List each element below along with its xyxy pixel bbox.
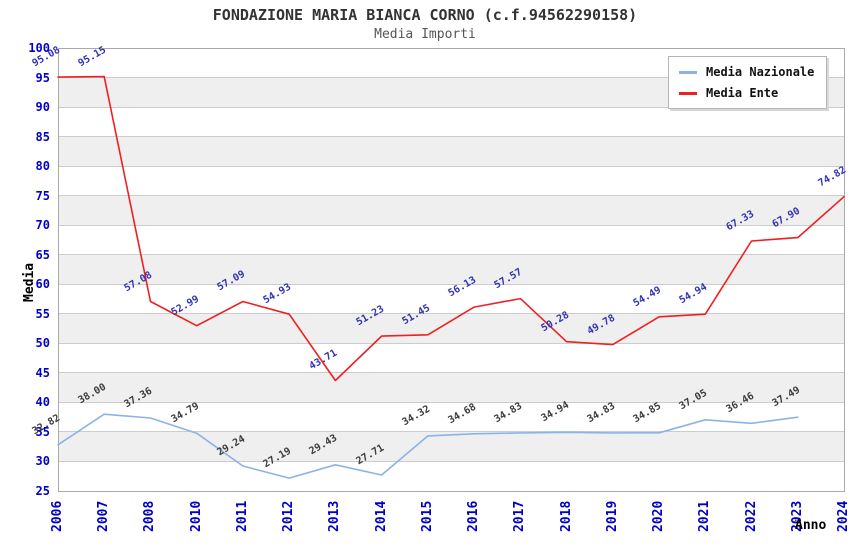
- x-tick-label: 2010: [188, 500, 204, 532]
- x-tick-label: 2011: [234, 500, 250, 532]
- y-tick-label: 55: [35, 306, 50, 321]
- x-tick-label: 2013: [327, 500, 343, 532]
- x-tick-label: 2018: [558, 500, 574, 532]
- x-tick-label: 2014: [373, 500, 389, 532]
- y-tick-label: 45: [35, 365, 50, 380]
- x-tick-label: 2019: [604, 500, 620, 532]
- y-tick-label: 95: [35, 70, 50, 85]
- y-tick-label: 70: [35, 218, 50, 233]
- x-tick-label: 2024: [836, 500, 850, 532]
- y-tick-label: 35: [35, 424, 50, 439]
- y-tick-label: 80: [35, 159, 50, 174]
- x-tick-label: 2020: [651, 500, 667, 532]
- media-ente-line-swatch: [679, 91, 697, 95]
- y-tick-label: 90: [35, 100, 50, 115]
- x-tick-label: 2017: [512, 500, 528, 532]
- legend-item-media-nazionale: Media Nazionale: [679, 65, 814, 79]
- legend-item-media-ente: Media Ente: [679, 86, 814, 100]
- x-tick-label: 2021: [697, 500, 713, 532]
- y-tick-label: 75: [35, 188, 50, 203]
- y-tick-label: 85: [35, 129, 50, 144]
- y-tick-label: 25: [35, 484, 50, 498]
- legend-label: Media Ente: [706, 86, 779, 100]
- x-tick-label: 2007: [96, 500, 112, 532]
- x-axis-title: Anno: [795, 518, 827, 533]
- media-nazionale-line-swatch: [679, 70, 697, 74]
- gridline: [58, 401, 844, 403]
- y-tick-label: 30: [35, 454, 50, 469]
- chart-title: FONDAZIONE MARIA BIANCA CORNO (c.f.94562…: [212, 6, 638, 24]
- y-tick-label: 100: [28, 41, 50, 55]
- chart-subtitle: Media Importi: [374, 27, 476, 42]
- x-tick-label: 2006: [50, 500, 65, 532]
- y-tick-label: 60: [35, 277, 50, 292]
- x-tick-label: 2016: [466, 500, 482, 532]
- x-tick-label: 2022: [743, 500, 759, 532]
- y-tick-label: 40: [35, 395, 50, 410]
- legend-label: Media Nazionale: [706, 65, 815, 79]
- y-tick-label: 65: [35, 247, 50, 262]
- legend-box: Media Nazionale Media Ente: [668, 56, 828, 109]
- x-tick-label: 2015: [419, 500, 435, 532]
- y-axis-title: Media: [22, 262, 37, 302]
- y-tick-label: 50: [35, 336, 50, 351]
- x-tick-label: 2008: [142, 500, 158, 532]
- x-tick-label: 2012: [281, 500, 297, 532]
